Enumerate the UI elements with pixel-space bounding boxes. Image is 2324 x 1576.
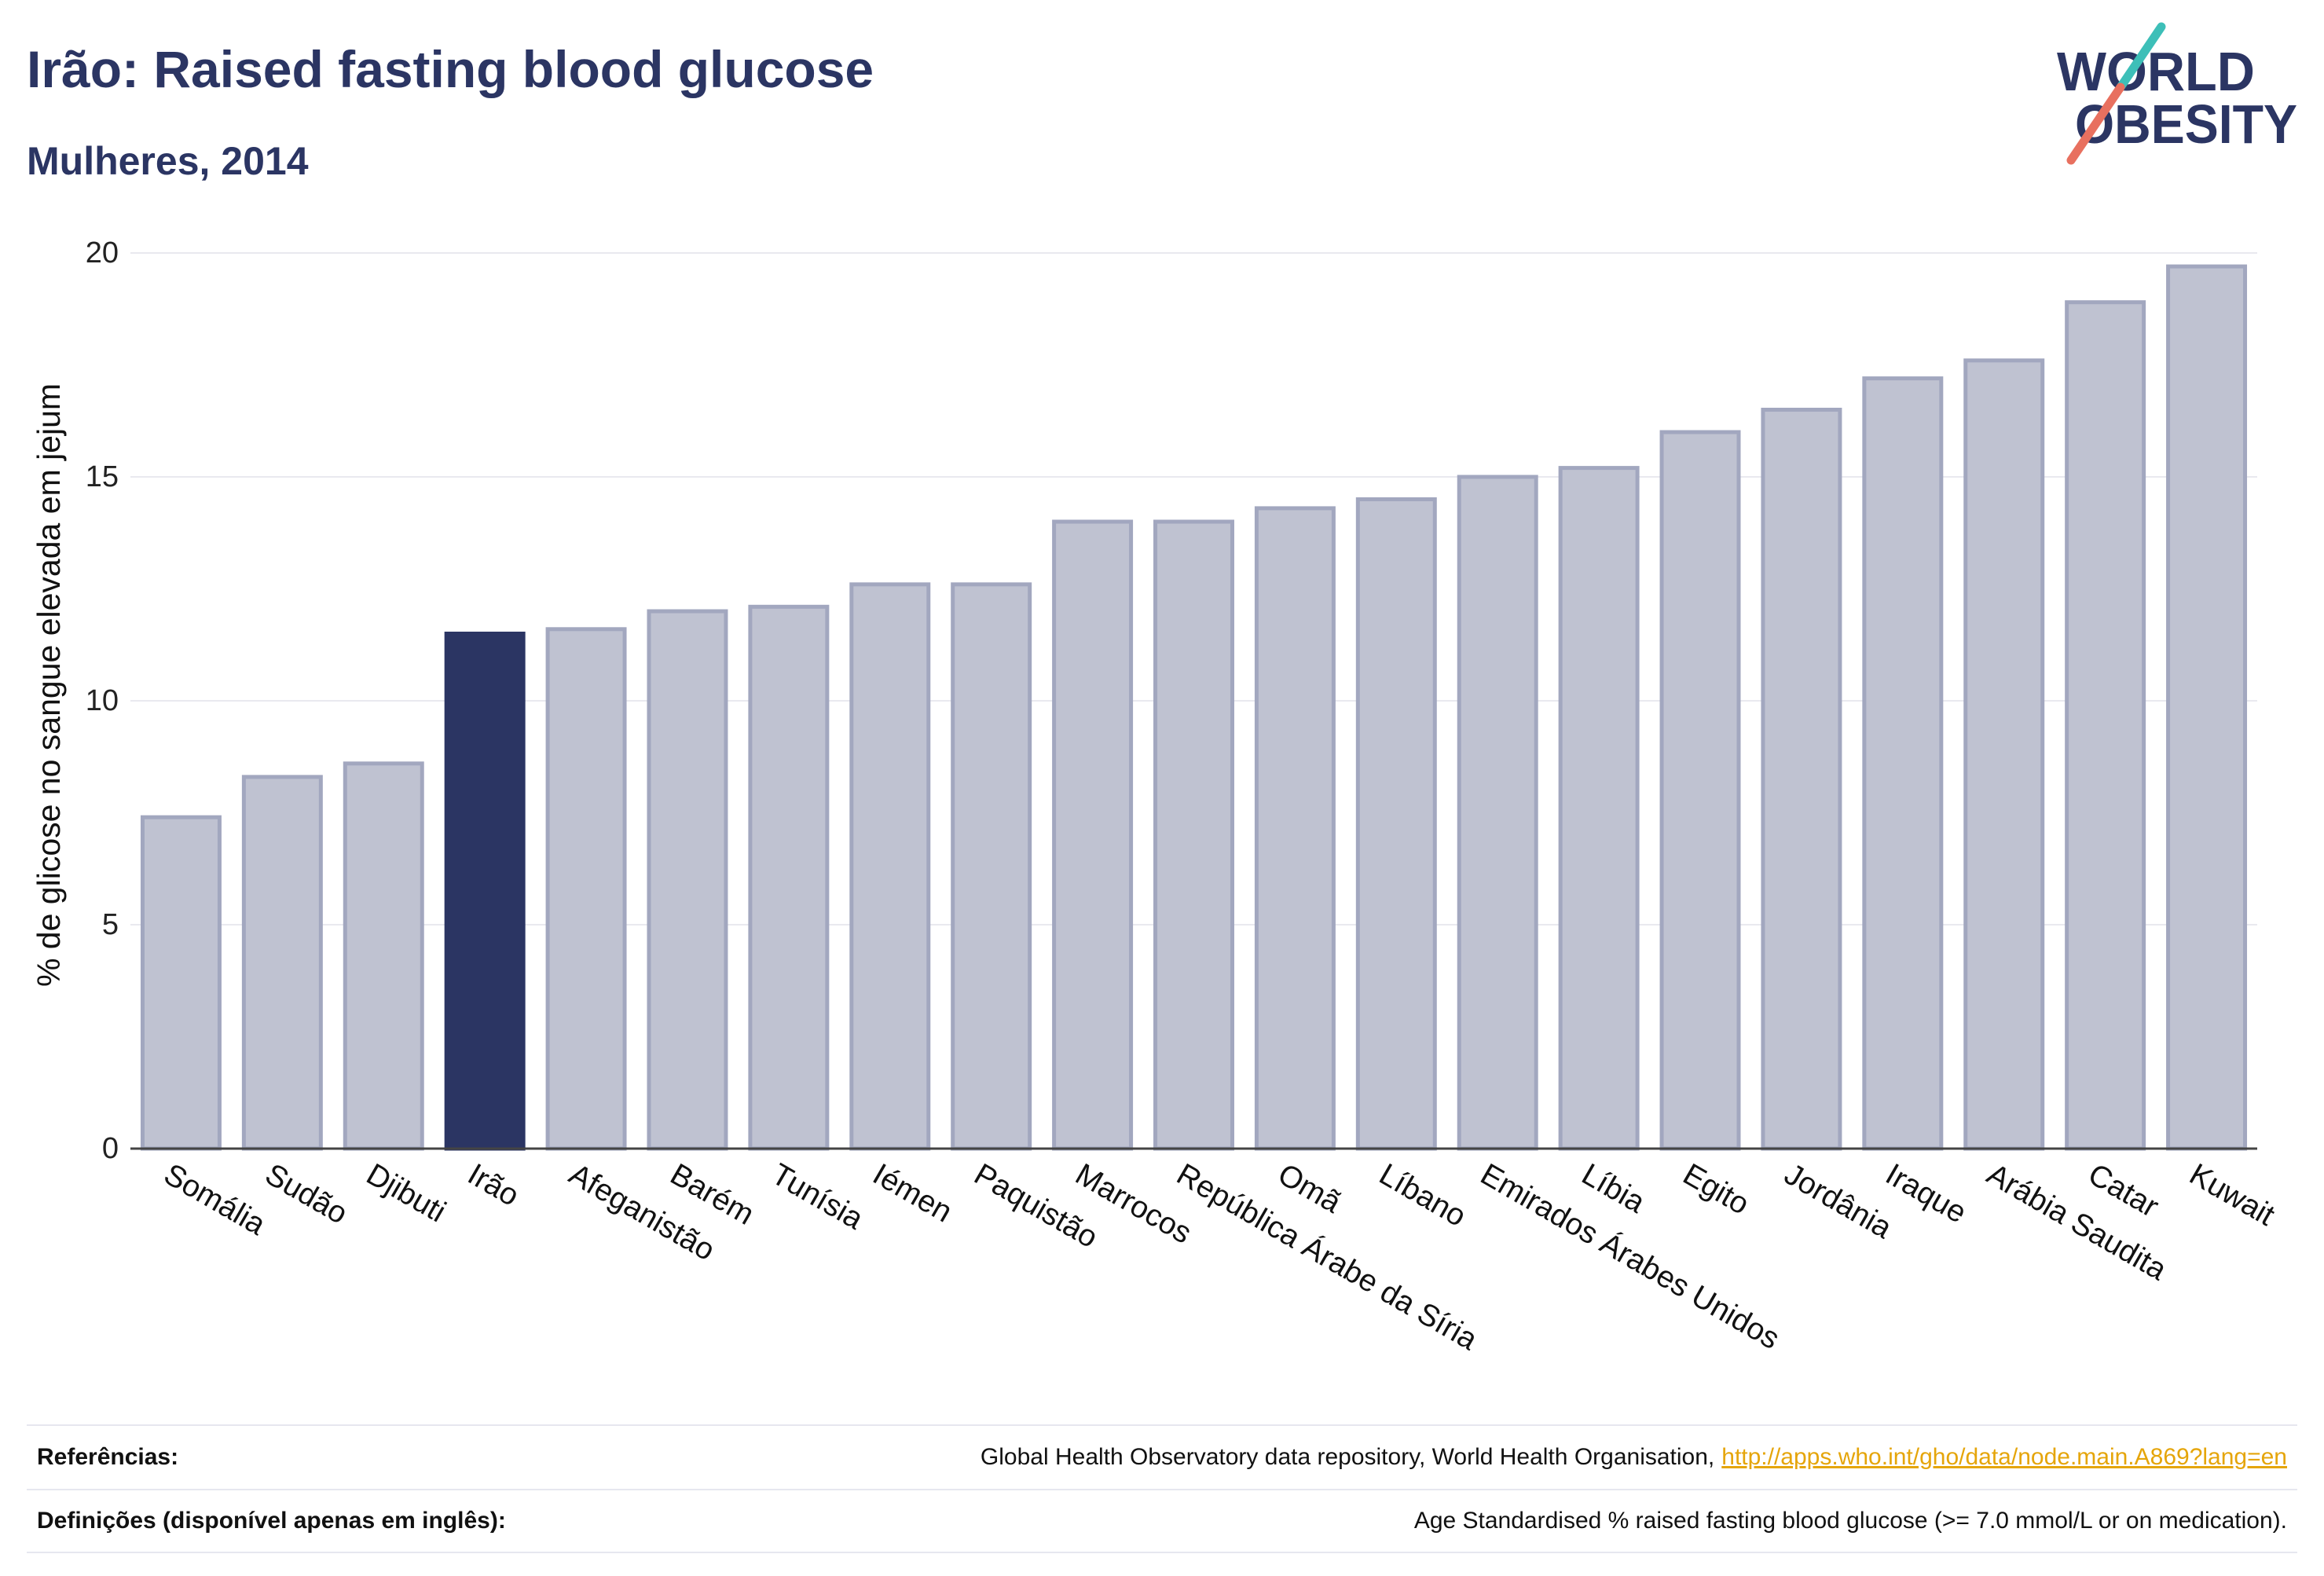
x-tick-label: Líbia: [1576, 1157, 1651, 1220]
definitions-text: Age Standardised % raised fasting blood …: [1413, 1508, 2287, 1534]
bar: [241, 775, 323, 1151]
y-tick-labels: 0 5 10 15 20: [86, 236, 119, 1165]
footer: Referências: Global Health Observatory d…: [27, 1424, 2297, 1553]
bar: [343, 761, 424, 1151]
bar: [1052, 519, 1134, 1151]
bar: [1659, 430, 1741, 1151]
bar: [1457, 475, 1538, 1151]
y-tick-label: 5: [102, 908, 119, 941]
bar: [1862, 376, 1944, 1151]
definitions-label: Definições (disponível apenas em inglês)…: [37, 1508, 506, 1534]
bar: [2065, 300, 2146, 1151]
chart-subtitle: Mulheres, 2014: [27, 139, 309, 183]
logo-word-world: WORLD: [2057, 41, 2255, 102]
x-tick-label: Somália: [158, 1157, 271, 1242]
definitions-row: Definições (disponível apenas em inglês)…: [27, 1489, 2297, 1553]
references-text: Global Health Observatory data repositor…: [980, 1444, 1715, 1470]
y-tick-label: 0: [102, 1132, 119, 1165]
y-axis-title: % de glicose no sangue elevada em jejum: [31, 383, 67, 987]
bar: [647, 609, 728, 1151]
chart-title: Irão: Raised fasting blood glucose: [27, 40, 874, 98]
x-tick-label: Sudão: [259, 1157, 353, 1231]
bar: [1761, 408, 1842, 1151]
bar: [951, 582, 1032, 1151]
references-label: Referências:: [37, 1444, 179, 1470]
world-obesity-logo: WORLD OBESITY: [2057, 22, 2297, 165]
references-link[interactable]: http://apps.who.int/gho/data/node.main.A…: [1721, 1444, 2287, 1470]
logo-slash-teal: [2116, 22, 2166, 92]
bar: [1153, 519, 1234, 1151]
x-tick-label: Arábia Saudita: [1981, 1157, 2172, 1287]
x-tick-label: Iémen: [867, 1157, 958, 1229]
x-tick-label: Irão: [462, 1157, 525, 1213]
bar: [1558, 466, 1640, 1151]
x-tick-label: Líbano: [1373, 1157, 1472, 1233]
x-tick-label: Egito: [1677, 1157, 1754, 1222]
bar: [849, 582, 931, 1151]
bar: [545, 627, 627, 1151]
references-value: Global Health Observatory data repositor…: [981, 1444, 2287, 1471]
x-tick-label: Tunísia: [766, 1157, 869, 1237]
x-tick-label: Kuwait: [2183, 1157, 2280, 1233]
x-tick-label: Jordânia: [1779, 1157, 1897, 1245]
bar: [1355, 497, 1437, 1151]
bar: [748, 604, 830, 1151]
references-row: Referências: Global Health Observatory d…: [27, 1424, 2297, 1489]
x-tick-label: Omã: [1272, 1157, 1347, 1220]
bar: [1963, 358, 2045, 1151]
bar: [140, 815, 222, 1151]
bars: [140, 264, 2248, 1151]
logo-slash-coral: [2066, 82, 2125, 165]
bar: [2166, 264, 2248, 1151]
y-tick-label: 15: [86, 460, 119, 493]
bar: [1254, 506, 1336, 1151]
x-tick-label: Djibuti: [361, 1157, 451, 1229]
y-tick-label: 10: [86, 684, 119, 717]
bar-highlighted: [444, 632, 526, 1151]
y-tick-label: 20: [86, 236, 119, 269]
